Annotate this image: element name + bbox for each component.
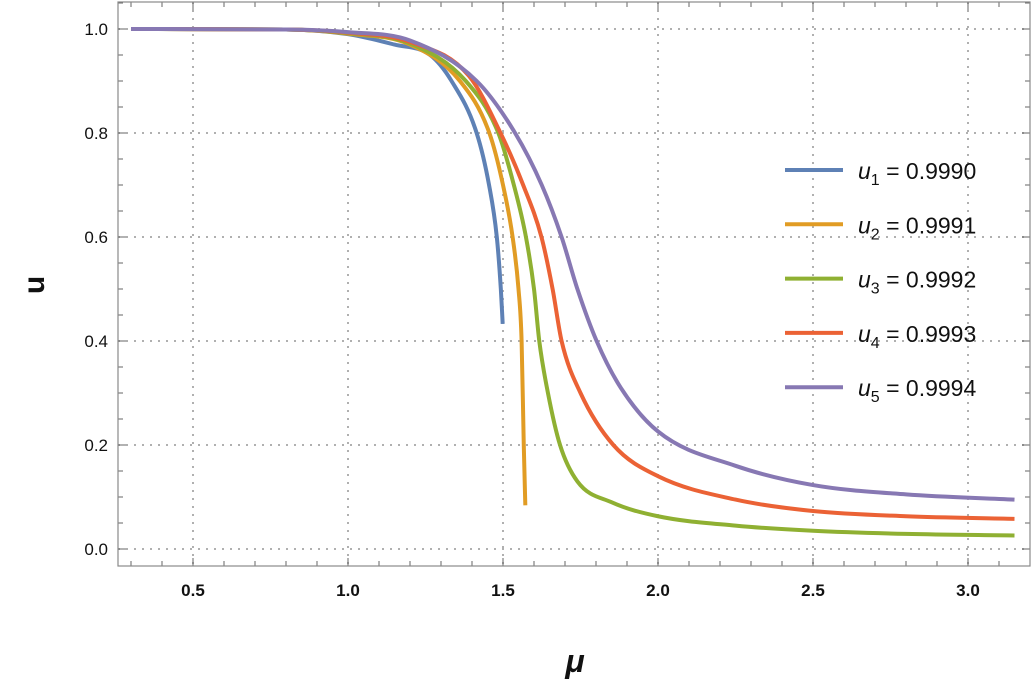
legend-entry: u4 = 0.9993 <box>858 321 976 352</box>
legend-entry: u5 = 0.9994 <box>858 375 976 406</box>
y-axis-label: u <box>18 276 51 294</box>
legend-subscript: 5 <box>871 389 880 406</box>
legend-value: = 0.9994 <box>880 375 977 401</box>
series-line-u1 <box>130 27 505 324</box>
y-tick-label: 0.0 <box>84 540 108 559</box>
y-tick-label: 1.0 <box>84 20 108 39</box>
series-line-u5 <box>130 27 1015 502</box>
legend-value: = 0.9993 <box>880 321 977 347</box>
series-line-u2 <box>130 27 528 506</box>
plot-frame <box>117 1 1031 567</box>
legend-value: = 0.9990 <box>880 158 977 184</box>
legend-symbol: u <box>858 321 871 347</box>
x-tick-label: 2.0 <box>646 581 670 600</box>
legend-value: = 0.9991 <box>880 212 977 238</box>
tick-labels: 0.5 1.0 1.5 2.0 2.5 3.0 0.0 0.2 0.4 0.6 0.8 1.0 <box>84 20 979 600</box>
legend-symbol: u <box>858 375 871 401</box>
legend-symbol: u <box>858 267 871 293</box>
legend-entry: u2 = 0.9991 <box>858 212 976 243</box>
x-tick-label: 1.0 <box>336 581 360 600</box>
y-tick-label: 0.6 <box>84 228 108 247</box>
frame-ticks <box>118 2 1031 566</box>
x-tick-label: 0.5 <box>181 581 205 600</box>
x-axis-label: μ <box>564 643 584 679</box>
legend-subscript: 1 <box>871 172 880 189</box>
y-tick-label: 0.2 <box>84 436 108 455</box>
legend-entry: u1 = 0.9990 <box>858 158 976 189</box>
legend-subscript: 3 <box>871 281 880 298</box>
y-tick-label: 0.4 <box>84 332 108 351</box>
legend-entry: u3 = 0.9992 <box>858 267 976 298</box>
x-tick-label: 3.0 <box>956 581 980 600</box>
x-tick-label: 2.5 <box>801 581 825 600</box>
x-tick-label: 1.5 <box>491 581 515 600</box>
legend-symbol: u <box>858 212 871 238</box>
legend-value: = 0.9992 <box>880 267 977 293</box>
y-tick-label: 0.8 <box>84 124 108 143</box>
legend-subscript: 2 <box>871 226 880 243</box>
series-group <box>130 27 1015 538</box>
legend-subscript: 4 <box>871 335 880 352</box>
legend-symbol: u <box>858 158 871 184</box>
